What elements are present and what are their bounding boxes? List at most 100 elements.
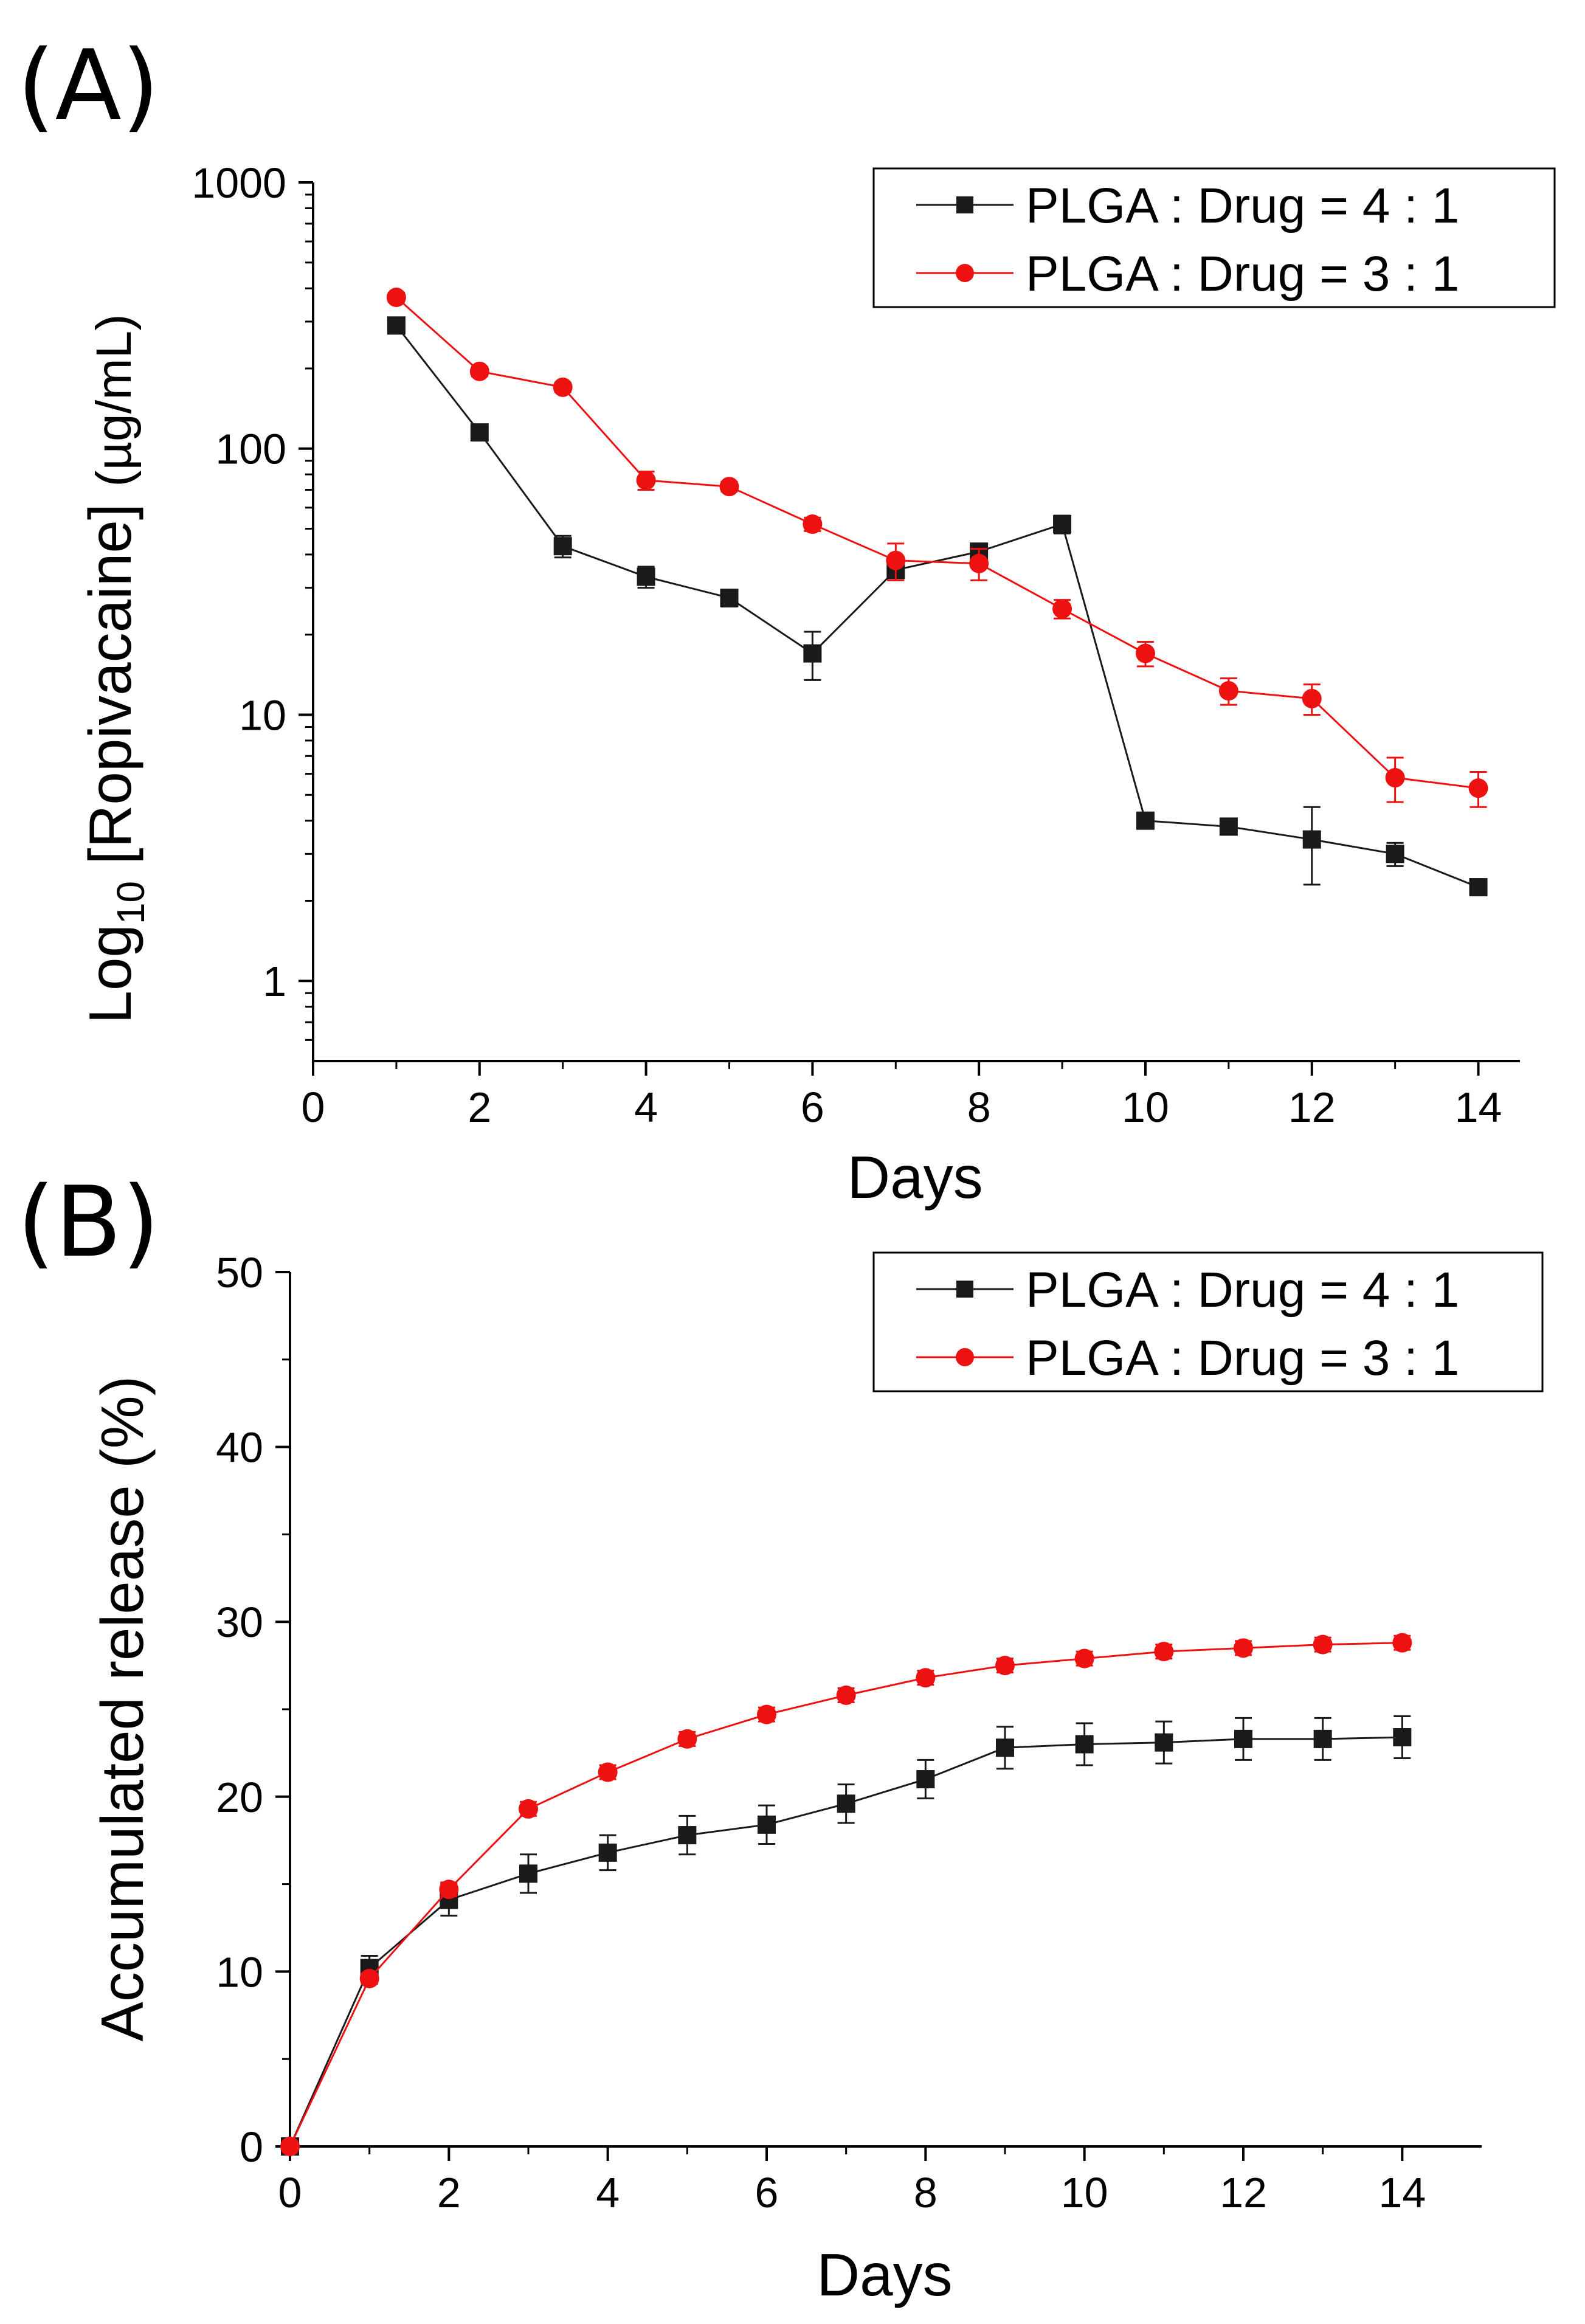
- data-point-circle-b: [359, 1968, 379, 1988]
- legend-label-a-1: PLGA : Drug = 3 : 1: [1026, 246, 1459, 302]
- y-tick-label-a: 100: [215, 426, 286, 473]
- data-point-circle-a: [803, 514, 823, 534]
- data-point-circle-b: [995, 1656, 1015, 1676]
- data-point-square-a: [1386, 845, 1404, 863]
- data-point-circle-b: [1074, 1648, 1094, 1669]
- data-point-circle-a: [719, 477, 739, 497]
- legend-a: PLGA : Drug = 4 : 1 PLGA : Drug = 3 : 1: [872, 167, 1556, 308]
- data-point-circle-b: [280, 2137, 300, 2156]
- legend-label-b-1: PLGA : Drug = 3 : 1: [1026, 1330, 1459, 1386]
- y-tick-label-b: 20: [216, 1774, 263, 1821]
- data-point-circle-b: [836, 1685, 856, 1705]
- data-point-square-a: [1136, 811, 1155, 830]
- data-point-circle-a: [1468, 778, 1488, 798]
- data-point-circle-a: [1135, 643, 1155, 663]
- panel-label-b: (B): [17, 1165, 160, 1279]
- x-tick-label-b: 6: [755, 2169, 779, 2216]
- data-point-square-a: [637, 567, 655, 586]
- y-axis-title-b: Accumulated release (%): [89, 1376, 156, 2042]
- chart-a: 0 2 4 6 8 10 12 14 1 10 100 1000 PLGA : Drug = 4 : 1…: [192, 159, 1556, 1131]
- legend-frame-a: [872, 167, 1556, 308]
- legend-b: PLGA : Drug = 4 : 1 PLGA : Drug = 3 : 1: [872, 1251, 1544, 1392]
- data-point-square-a: [1302, 830, 1321, 849]
- legend-marker-circle-a: [956, 264, 974, 282]
- data-point-circle-a: [469, 361, 489, 381]
- x-axis-title-a: Days: [847, 1144, 982, 1211]
- data-point-square-a: [1053, 515, 1072, 534]
- data-point-square-b: [996, 1738, 1014, 1757]
- data-point-square-b: [1075, 1735, 1094, 1754]
- data-point-square-b: [1313, 1729, 1332, 1748]
- data-point-square-b: [598, 1843, 617, 1862]
- y-tick-label-b: 0: [240, 2123, 263, 2171]
- x-tick-label-b: 4: [596, 2169, 620, 2216]
- data-point-circle-a: [553, 377, 573, 397]
- data-point-circle-b: [1154, 1642, 1174, 1662]
- data-point-circle-b: [519, 1799, 538, 1819]
- x-tick-label-a: 6: [801, 1084, 824, 1131]
- x-axis-title-b: Days: [817, 2241, 952, 2308]
- data-point-circle-b: [677, 1729, 697, 1749]
- x-tick-label-a: 12: [1288, 1084, 1336, 1131]
- series-line-a-0: [395, 325, 1479, 888]
- y-tick-label-b: 40: [216, 1424, 263, 1472]
- data-point-square-a: [1219, 817, 1238, 836]
- y-axis-title-a: Log10 [Ropivacaine] (µg/mL): [77, 314, 153, 1023]
- data-point-square-b: [1234, 1729, 1252, 1748]
- data-point-circle-a: [1385, 768, 1405, 788]
- legend-label-a-0: PLGA : Drug = 4 : 1: [1026, 178, 1459, 233]
- x-tick-label-a: 4: [634, 1084, 658, 1131]
- data-point-circle-b: [757, 1704, 776, 1724]
- x-tick-label-a: 14: [1455, 1084, 1502, 1131]
- x-tick-label-b: 14: [1378, 2169, 1426, 2216]
- data-point-square-b: [1155, 1733, 1173, 1752]
- data-point-square-a: [470, 423, 489, 442]
- data-point-circle-a: [969, 553, 989, 573]
- x-tick-label-a: 0: [302, 1084, 325, 1131]
- x-tick-label-b: 2: [437, 2169, 461, 2216]
- data-point-circle-b: [1392, 1633, 1412, 1653]
- x-tick-label-a: 10: [1122, 1084, 1169, 1131]
- y-tick-label-a: 10: [239, 691, 286, 739]
- y-tick-label-b: 30: [216, 1599, 263, 1646]
- data-point-square-b: [837, 1794, 855, 1813]
- data-point-square-b: [758, 1815, 776, 1834]
- data-point-circle-a: [1218, 681, 1238, 701]
- x-tick-label-b: 8: [914, 2169, 938, 2216]
- legend-marker-square-a: [956, 196, 973, 213]
- x-tick-label-b: 10: [1061, 2169, 1108, 2216]
- data-point-circle-b: [1313, 1634, 1333, 1655]
- data-point-square-a: [387, 316, 406, 335]
- chart-b: 0 2 4 6 8 10 12 14 0 10 20 30 40 50 PLGA : Drug = 4 : …: [216, 1249, 1544, 2216]
- legend-marker-circle-b: [956, 1348, 974, 1366]
- data-point-circle-a: [886, 550, 906, 570]
- x-tick-label-a: 8: [967, 1084, 991, 1131]
- legend-frame-b: [872, 1251, 1544, 1392]
- y-tick-label-b: 10: [216, 1948, 263, 1996]
- data-point-circle-b: [598, 1762, 618, 1782]
- data-point-square-b: [916, 1770, 935, 1789]
- data-point-square-b: [519, 1864, 537, 1883]
- data-point-circle-b: [1234, 1638, 1253, 1658]
- data-point-square-b: [1393, 1728, 1412, 1747]
- data-point-circle-b: [439, 1880, 459, 1900]
- y-tick-label-b: 50: [216, 1249, 263, 1296]
- data-point-square-a: [553, 537, 572, 556]
- data-point-circle-a: [1302, 688, 1322, 708]
- data-point-square-a: [803, 644, 822, 663]
- legend-marker-square-b: [956, 1281, 973, 1298]
- y-tick-label-a: 1: [263, 958, 286, 1005]
- data-point-square-b: [678, 1826, 697, 1845]
- data-point-circle-a: [1052, 599, 1072, 619]
- panel-label-a: (A): [17, 29, 159, 142]
- x-tick-label-b: 12: [1220, 2169, 1267, 2216]
- data-point-circle-b: [916, 1668, 936, 1688]
- data-point-square-a: [1469, 878, 1488, 897]
- data-point-circle-a: [386, 288, 406, 308]
- x-tick-label-a: 2: [468, 1084, 491, 1131]
- series-line-a-1: [395, 296, 1479, 789]
- y-tick-label-a: 1000: [192, 159, 286, 207]
- data-point-square-a: [720, 589, 739, 607]
